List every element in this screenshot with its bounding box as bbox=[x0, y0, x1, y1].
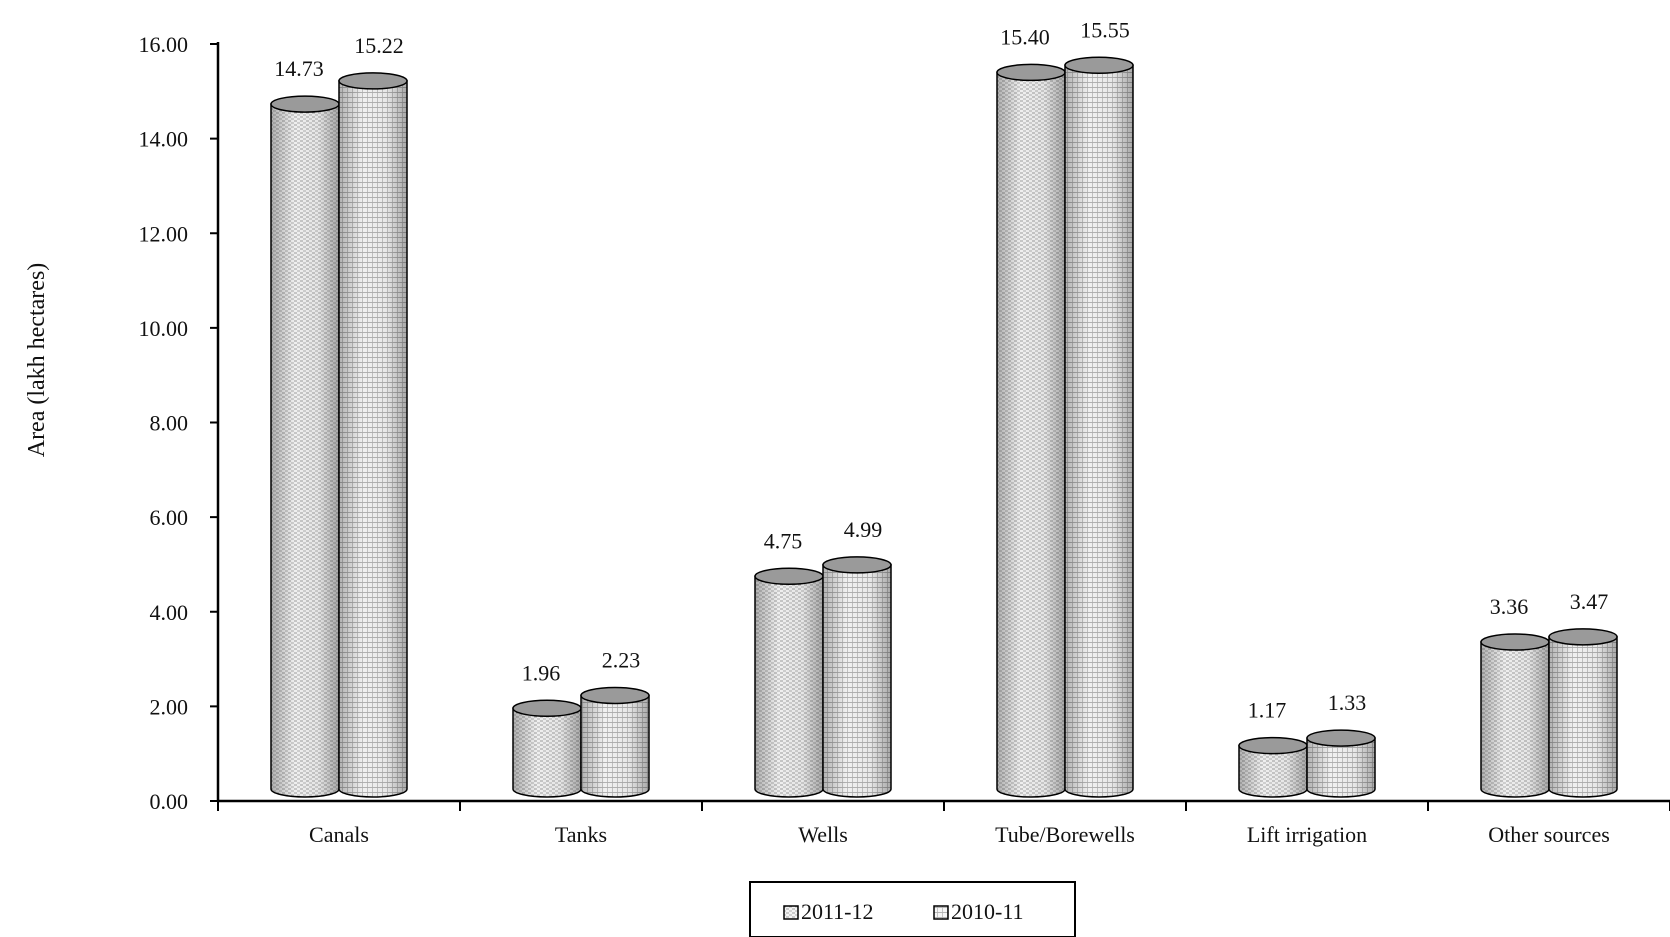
bar-shading bbox=[1065, 65, 1133, 797]
legend-swatch-2011-12 bbox=[783, 905, 799, 920]
bar-shading bbox=[997, 72, 1065, 797]
y-tick-label: 4.00 bbox=[150, 600, 189, 625]
bar-top bbox=[754, 567, 824, 586]
bar-top bbox=[996, 63, 1066, 82]
bar-shading bbox=[271, 104, 339, 798]
y-tick-label: 10.00 bbox=[139, 316, 189, 341]
data-label: 15.22 bbox=[354, 33, 404, 58]
y-tick-label: 8.00 bbox=[150, 411, 189, 436]
category-label: Canals bbox=[309, 822, 369, 847]
bar-top bbox=[580, 686, 650, 705]
category-labels-layer: Canals Tanks Wells Tube/Borewells Lift irrig… bbox=[309, 822, 1610, 847]
x-axis bbox=[217, 799, 1670, 811]
y-tick-label: 6.00 bbox=[150, 505, 189, 530]
y-axis-title: Area (lakh hectares) bbox=[24, 263, 50, 458]
bar-shading bbox=[581, 695, 649, 797]
bar-2010-11 bbox=[1306, 729, 1376, 798]
data-labels-layer: 14.73 15.22 1.96 2.23 4.75 4.99 15.40 15.55 1.17… bbox=[274, 17, 1608, 722]
data-label: 1.33 bbox=[1328, 690, 1367, 715]
data-label: 15.40 bbox=[1000, 24, 1050, 49]
bar-top bbox=[1480, 633, 1550, 651]
bar-2010-11 bbox=[580, 686, 650, 798]
bar-2010-11 bbox=[822, 556, 892, 798]
bar-shading bbox=[513, 708, 581, 797]
category-label: Other sources bbox=[1488, 822, 1610, 847]
data-label: 3.36 bbox=[1490, 594, 1529, 619]
bar-2011-12 bbox=[1238, 736, 1308, 798]
bar-2010-11 bbox=[1064, 56, 1134, 798]
bar-shading bbox=[755, 576, 823, 797]
bar-2011-12 bbox=[754, 567, 824, 798]
bar-shading bbox=[1481, 642, 1549, 797]
category-label: Tube/Borewells bbox=[995, 822, 1135, 847]
y-tick-label: 16.00 bbox=[139, 32, 189, 57]
bar-shading bbox=[1307, 738, 1375, 797]
data-label: 14.73 bbox=[274, 56, 324, 81]
bars-layer bbox=[270, 56, 1618, 798]
bar-2011-12 bbox=[270, 95, 340, 798]
bar-top bbox=[1238, 736, 1308, 755]
data-label: 15.55 bbox=[1080, 17, 1130, 42]
legend-label-2010-11: 2010-11 bbox=[951, 899, 1024, 924]
y-tick-label: 14.00 bbox=[139, 127, 189, 152]
legend-label-2011-12: 2011-12 bbox=[801, 899, 874, 924]
bar-top bbox=[270, 95, 340, 113]
bar-top bbox=[512, 699, 582, 718]
bar-shading bbox=[823, 564, 891, 797]
bar-top bbox=[1064, 56, 1134, 75]
bar-2011-12 bbox=[1480, 633, 1550, 798]
bar-top bbox=[338, 72, 408, 90]
bar-2010-11 bbox=[1548, 628, 1618, 798]
bar-2011-12 bbox=[512, 699, 582, 798]
bar-2011-12 bbox=[996, 63, 1066, 798]
data-label: 1.17 bbox=[1248, 698, 1287, 723]
bar-shading bbox=[339, 80, 407, 797]
bar-2010-11 bbox=[338, 72, 408, 798]
y-tick-label: 0.00 bbox=[150, 789, 189, 814]
legend-box bbox=[749, 881, 1076, 937]
data-label: 2.23 bbox=[602, 647, 641, 672]
category-label: Wells bbox=[798, 822, 848, 847]
y-tick-label: 2.00 bbox=[150, 694, 189, 719]
data-label: 1.96 bbox=[522, 660, 561, 685]
y-axis: 0.00 2.00 4.00 6.00 8.00 10.00 12.00 14.00 16.00 bbox=[139, 32, 220, 814]
bar-top bbox=[1548, 628, 1618, 646]
legend-swatch-2010-11 bbox=[933, 905, 949, 920]
bar-top bbox=[822, 556, 892, 574]
category-label: Lift irrigation bbox=[1247, 822, 1367, 847]
legend: 2011-12 2010-11 bbox=[749, 881, 1076, 937]
category-label: Tanks bbox=[555, 822, 607, 847]
bar-top bbox=[1306, 729, 1376, 747]
data-label: 4.75 bbox=[764, 528, 803, 553]
bar-shading bbox=[1549, 636, 1617, 797]
bar-shading bbox=[1239, 745, 1307, 797]
data-label: 4.99 bbox=[844, 517, 883, 542]
data-label: 3.47 bbox=[1570, 589, 1609, 614]
y-tick-label: 12.00 bbox=[139, 221, 189, 246]
